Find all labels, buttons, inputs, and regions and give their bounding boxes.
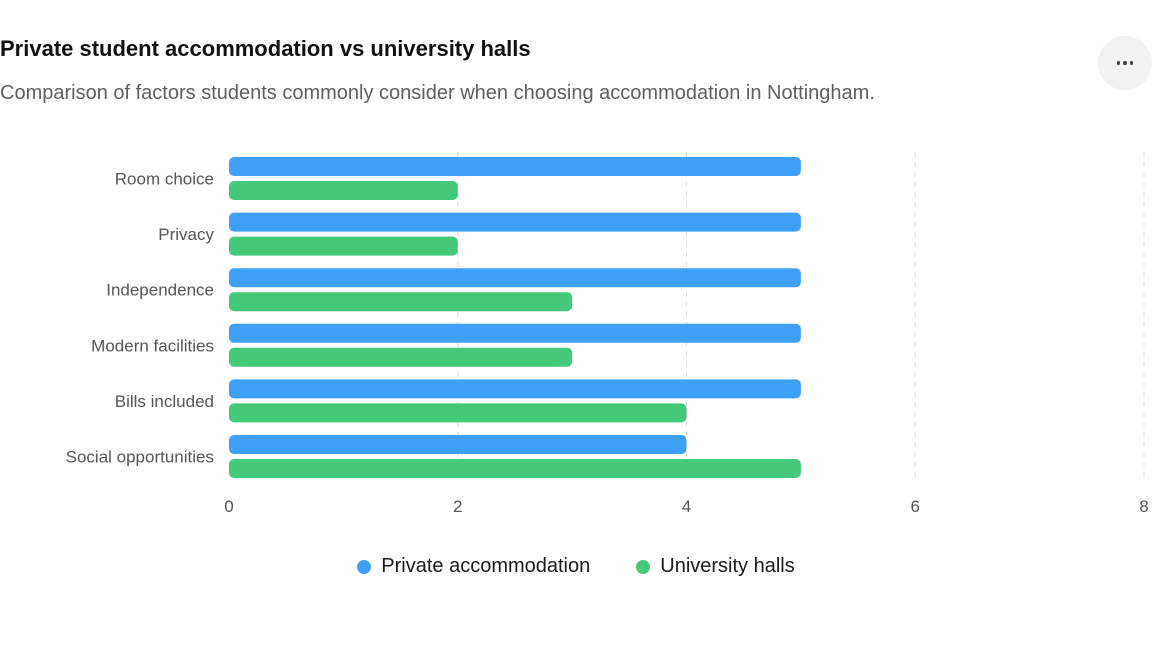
bar-private[interactable]: [229, 212, 801, 232]
bar-halls[interactable]: [229, 181, 458, 200]
bar-private[interactable]: [229, 435, 687, 454]
legend-item-private[interactable]: Private accommodation: [357, 555, 590, 578]
grid-lines: [457, 152, 1145, 482]
x-tick-label: 6: [911, 497, 920, 516]
x-tick-label: 4: [682, 497, 691, 516]
x-tick-label: 0: [224, 497, 233, 516]
legend-label: Private accommodation: [381, 555, 591, 577]
x-tick-label: 2: [453, 497, 462, 516]
legend-label: University halls: [660, 555, 795, 577]
category-label: Independence: [106, 281, 214, 300]
chart-title: Private student accommodation vs univers…: [0, 36, 531, 61]
bar-chart: Room choice Privacy Independence Modern fac…: [66, 152, 1149, 516]
category-label: Social opportunities: [66, 448, 214, 467]
more-horizontal-icon: [1116, 61, 1134, 65]
bar-private[interactable]: [229, 268, 801, 288]
category-labels: Room choice Privacy Independence Modern fac…: [66, 170, 215, 467]
bar-halls[interactable]: [229, 459, 801, 478]
legend-swatch: [636, 559, 651, 574]
bar-halls[interactable]: [229, 236, 458, 256]
x-axis-ticks: 0 2 4 6 8: [224, 497, 1148, 516]
bar-halls[interactable]: [229, 292, 573, 312]
legend-swatch: [357, 559, 372, 574]
category-label: Privacy: [158, 225, 214, 244]
legend: Private accommodation University halls: [0, 555, 1152, 578]
bar-private[interactable]: [229, 157, 801, 176]
bar-private[interactable]: [229, 323, 801, 343]
category-label: Room choice: [115, 170, 214, 189]
category-label: Modern facilities: [91, 336, 214, 355]
chart-subtitle: Comparison of factors students commonly …: [0, 82, 875, 104]
bar-private[interactable]: [229, 379, 801, 399]
bars: [229, 157, 801, 478]
category-label: Bills included: [115, 392, 214, 411]
x-tick-label: 8: [1139, 497, 1148, 516]
legend-item-halls[interactable]: University halls: [636, 555, 795, 578]
bar-halls[interactable]: [229, 347, 573, 367]
more-options-button[interactable]: [1098, 36, 1152, 90]
bar-halls[interactable]: [229, 403, 687, 423]
